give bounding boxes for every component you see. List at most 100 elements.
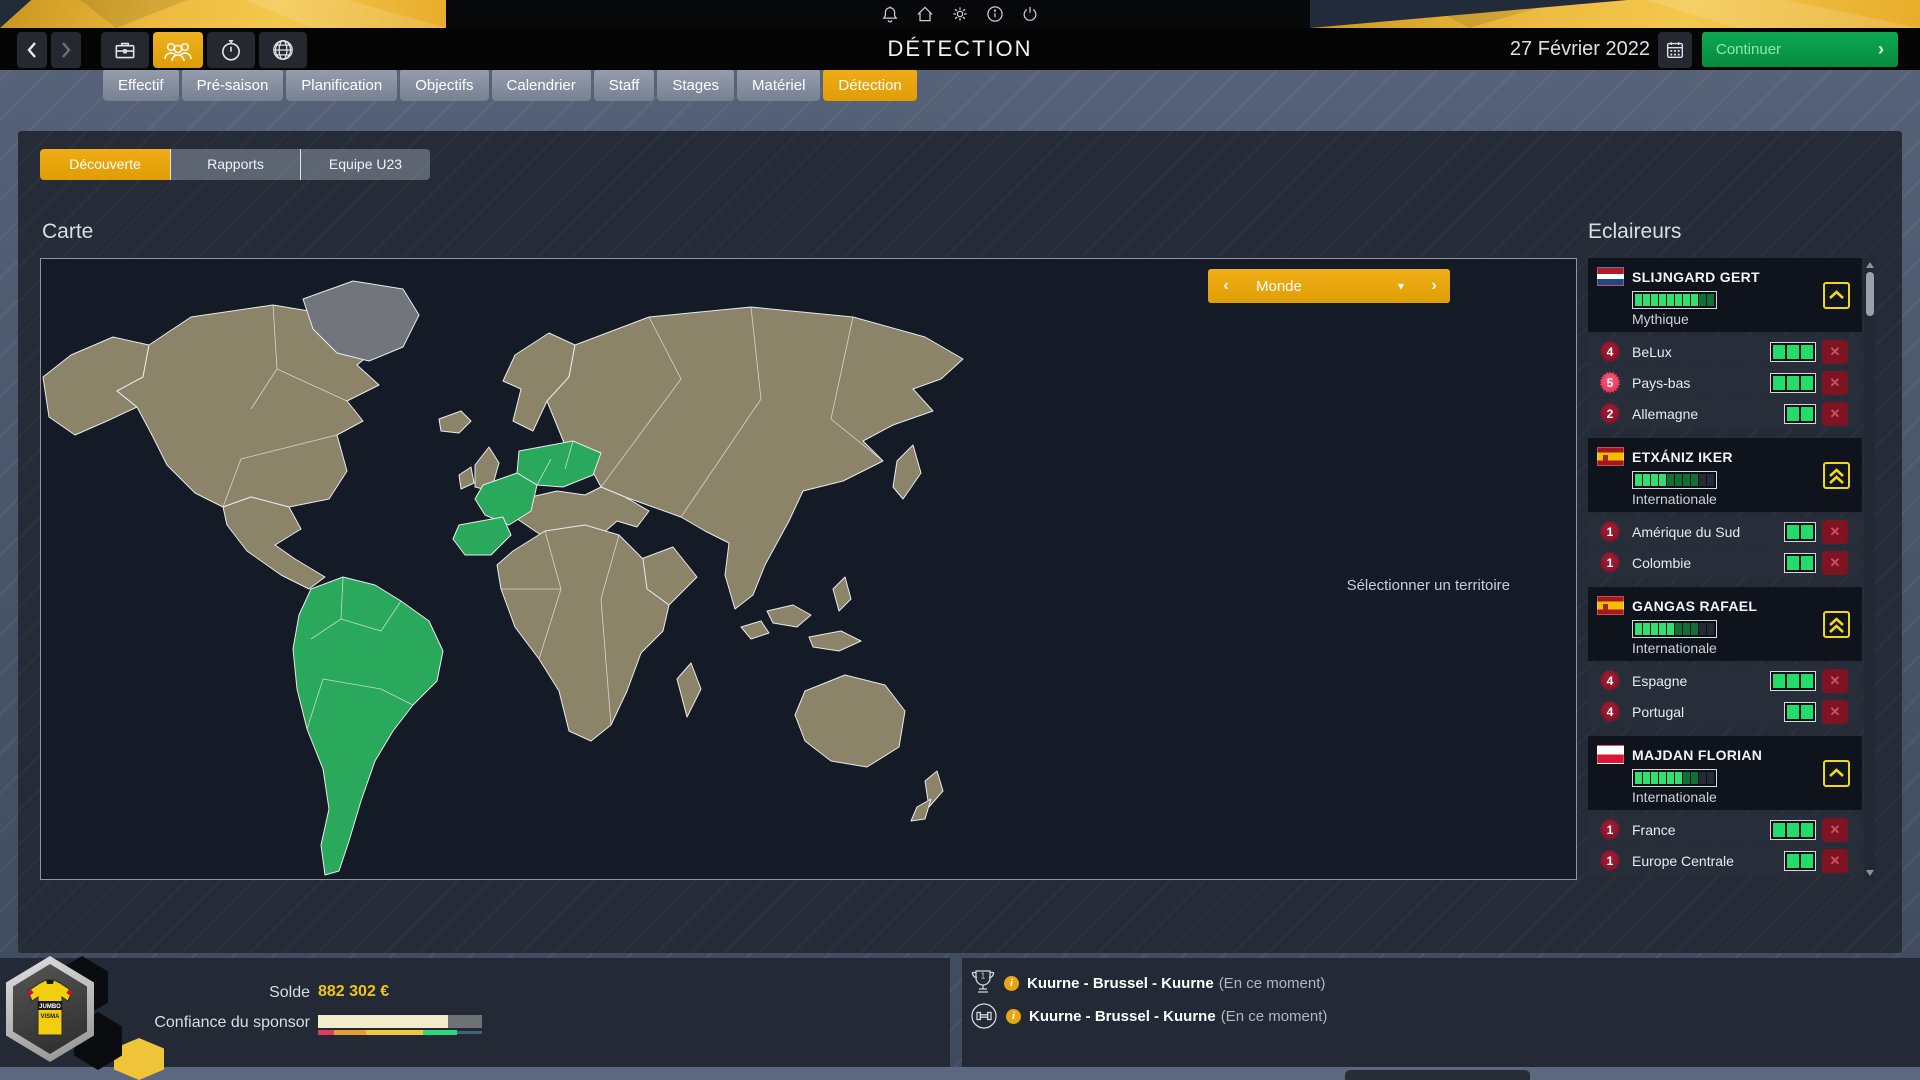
tab-planification[interactable]: Planification — [286, 70, 398, 101]
remove-region-button[interactable]: ✕ — [1822, 339, 1848, 364]
event-row[interactable]: i Kuurne - Brussel - Kuurne (En ce momen… — [970, 1001, 1327, 1031]
territory-selector[interactable]: ‹ Monde ▾ › — [1208, 269, 1450, 303]
current-date: 27 Février 2022 — [1509, 38, 1650, 60]
remove-region-button[interactable]: ✕ — [1822, 668, 1848, 693]
territory-prev-icon[interactable]: ‹ — [1223, 277, 1229, 294]
svg-text:1: 1 — [981, 972, 986, 981]
region-name: France — [1632, 821, 1676, 838]
tab-objectifs[interactable]: Objectifs — [400, 70, 489, 101]
region-name: Portugal — [1632, 703, 1685, 720]
tab-calendrier[interactable]: Calendrier — [491, 70, 591, 101]
region-count-badge: 4 — [1599, 700, 1621, 723]
scout-name: ETXÁNIZ IKER — [1632, 449, 1733, 465]
map-region-ireland — [458, 466, 475, 490]
scrollbar-thumb[interactable] — [1865, 272, 1874, 316]
territory-next-icon[interactable]: › — [1431, 277, 1437, 294]
subtab-rapports[interactable]: Rapports — [170, 149, 300, 180]
tab-staff[interactable]: Staff — [593, 70, 655, 101]
chevron-right-icon: › — [1878, 39, 1884, 59]
scroll-down-arrow[interactable] — [1865, 870, 1874, 876]
region-name: BeLux — [1632, 343, 1672, 360]
scouting-button[interactable] — [153, 32, 203, 68]
region-name: Amérique du Sud — [1632, 523, 1741, 540]
scout-header[interactable]: MAJDAN FLORIAN Internationale — [1588, 736, 1862, 810]
training-icon — [970, 1002, 998, 1030]
scroll-up-arrow[interactable] — [1865, 262, 1874, 268]
scout-list-scrollbar[interactable] — [1864, 258, 1875, 880]
map-region-scandinavia — [502, 332, 576, 432]
gold-artwork-right — [1310, 0, 1920, 28]
scout-regions: 1 Amérique du Sud ✕ 1 Colombie ✕ — [1588, 517, 1862, 577]
remove-region-button[interactable]: ✕ — [1822, 848, 1848, 873]
region-name: Europe Centrale — [1632, 852, 1734, 869]
power-icon[interactable] — [1020, 4, 1040, 24]
scout-block: GANGAS RAFAEL Internationale 4 Espagne ✕… — [1588, 587, 1862, 726]
subtab-d-couverte[interactable]: Découverte — [40, 149, 170, 180]
chevron-down-icon[interactable]: ▾ — [1397, 279, 1405, 293]
team-briefcase-button[interactable] — [101, 32, 149, 68]
map-hint-text: Sélectionner un territoire — [1346, 577, 1510, 594]
subtab-equipe-u23[interactable]: Equipe U23 — [300, 149, 430, 180]
world-map[interactable]: ‹ Monde ▾ › Sélectionner un territoire — [40, 258, 1577, 880]
calendar-button[interactable] — [1658, 32, 1692, 68]
info-circle-icon: i — [1004, 975, 1019, 991]
map-region-france — [474, 472, 538, 526]
bottom-nub — [1345, 1070, 1530, 1080]
region-count-badge: 1 — [1599, 520, 1621, 543]
header-bar: DÉTECTION 27 Février 2022 Continuer › — [0, 28, 1920, 70]
map-region-new-zealand — [924, 770, 944, 808]
map-region-mexico — [222, 496, 326, 590]
scout-region-row: 1 France ✕ — [1588, 815, 1862, 844]
tab-pr-saison[interactable]: Pré-saison — [181, 70, 284, 101]
team-jersey-icon: JUMBO VISMA — [27, 979, 73, 1036]
tab-effectif[interactable]: Effectif — [103, 70, 179, 101]
scout-region-row: 4 BeLux ✕ — [1588, 337, 1862, 366]
region-count-badge: 1 — [1599, 818, 1621, 841]
scout-expand-button[interactable] — [1823, 760, 1850, 787]
scout-header[interactable]: GANGAS RAFAEL Internationale — [1588, 587, 1862, 661]
event-status: (En ce moment) — [1220, 1007, 1328, 1025]
info-circle-icon: i — [1006, 1008, 1021, 1024]
scout-list: SLIJNGARD GERT Mythique 4 BeLux ✕ 5 Pays… — [1588, 258, 1862, 880]
scout-expand-button[interactable] — [1823, 462, 1850, 489]
footer-events-panel — [962, 958, 1920, 1067]
remove-region-button[interactable]: ✕ — [1822, 370, 1848, 395]
event-title: Kuurne - Brussel - Kuurne — [1029, 1007, 1216, 1025]
scout-header[interactable]: SLIJNGARD GERT Mythique — [1588, 258, 1862, 332]
remove-region-button[interactable]: ✕ — [1822, 699, 1848, 724]
sponsor-confidence-label: Confiance du sponsor — [154, 1014, 310, 1031]
info-icon[interactable] — [985, 4, 1005, 24]
stopwatch-button[interactable] — [207, 32, 255, 68]
forward-button[interactable] — [51, 32, 81, 68]
tab-stages[interactable]: Stages — [657, 70, 735, 101]
settings-gear-icon[interactable] — [950, 4, 970, 24]
map-section-title: Carte — [42, 220, 94, 243]
tab-d-tection[interactable]: Détection — [823, 70, 917, 101]
tab-mat-riel[interactable]: Matériel — [737, 70, 821, 101]
map-region-japan — [892, 444, 922, 500]
event-row[interactable]: 1 i Kuurne - Brussel - Kuurne (En ce mom… — [970, 968, 1325, 998]
region-name: Colombie — [1632, 554, 1692, 571]
region-name: Allemagne — [1632, 405, 1699, 422]
remove-region-button[interactable]: ✕ — [1822, 401, 1848, 426]
scout-expand-button[interactable] — [1823, 282, 1850, 309]
scout-name: SLIJNGARD GERT — [1632, 269, 1760, 285]
scout-expand-button[interactable] — [1823, 611, 1850, 638]
gold-artwork-left — [0, 0, 446, 28]
back-button[interactable] — [17, 32, 47, 68]
remove-region-button[interactable]: ✕ — [1822, 519, 1848, 544]
scout-name: MAJDAN FLORIAN — [1632, 747, 1763, 763]
remove-region-button[interactable]: ✕ — [1822, 817, 1848, 842]
team-logo[interactable]: JUMBO VISMA — [13, 964, 87, 1054]
home-icon[interactable] — [915, 4, 935, 24]
bell-icon[interactable] — [880, 4, 900, 24]
continue-button[interactable]: Continuer › — [1702, 32, 1898, 67]
globe-button[interactable] — [259, 32, 307, 68]
region-count-badge: 2 — [1599, 402, 1621, 425]
territory-selected: Monde — [1256, 277, 1302, 295]
map-region-iceland — [438, 410, 472, 434]
scout-skill-bar — [1632, 471, 1717, 489]
remove-region-button[interactable]: ✕ — [1822, 550, 1848, 575]
region-count-badge: 1 — [1599, 849, 1621, 872]
scout-header[interactable]: ETXÁNIZ IKER Internationale — [1588, 438, 1862, 512]
